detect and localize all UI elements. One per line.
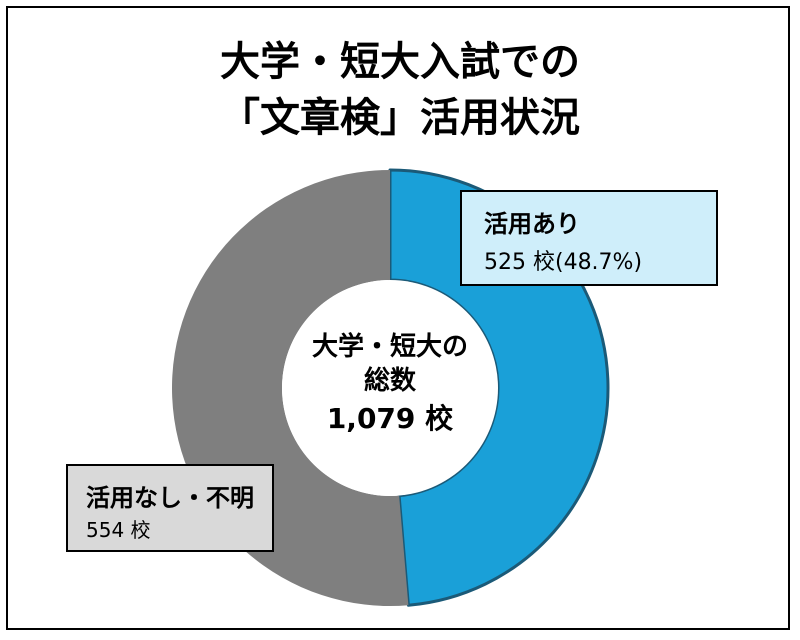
callout-used: 活用あり 525 校(48.7%) bbox=[460, 190, 718, 286]
donut-hole bbox=[282, 280, 498, 496]
donut-center-label: 大学・短大の 総数 1,079 校 bbox=[290, 330, 490, 438]
callout-unused-value: 554 校 bbox=[86, 518, 151, 542]
callout-unused-label: 活用なし・不明 bbox=[86, 484, 254, 512]
callout-used-label: 活用あり bbox=[484, 210, 580, 238]
center-total: 1,079 校 bbox=[326, 402, 454, 435]
chart-title-line1: 大学・短大入試での bbox=[220, 39, 580, 85]
center-label-line2: 総数 bbox=[363, 366, 416, 396]
center-label-line1: 大学・短大の bbox=[311, 332, 468, 362]
callout-used-value: 525 校(48.7%) bbox=[484, 250, 643, 275]
chart-title-line2: 「文章検」活用状況 bbox=[220, 95, 580, 141]
callout-unused: 活用なし・不明 554 校 bbox=[66, 464, 274, 552]
